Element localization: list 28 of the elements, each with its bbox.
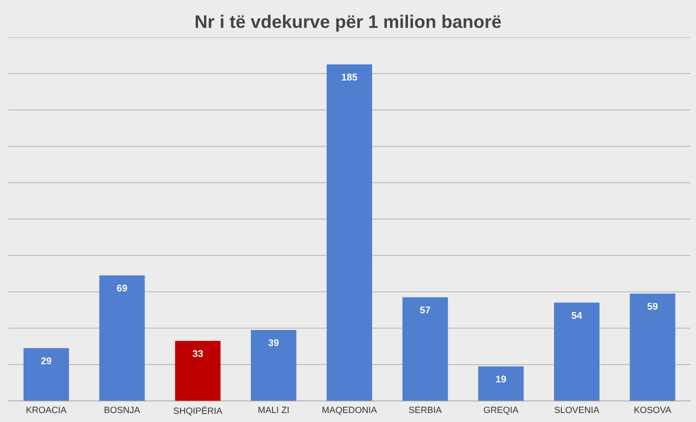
data-label: 69 bbox=[116, 284, 128, 292]
bar bbox=[99, 275, 145, 401]
x-tick-label: BOSNJA bbox=[104, 406, 140, 414]
x-tick-label: MALI ZI bbox=[258, 406, 289, 413]
data-label: 19 bbox=[496, 376, 506, 382]
x-tick-label: SERBIA bbox=[409, 406, 442, 414]
data-label: 57 bbox=[420, 306, 430, 314]
bar bbox=[326, 64, 372, 401]
data-label: 185 bbox=[342, 74, 358, 81]
x-tick-label: KROACIA bbox=[26, 406, 67, 414]
x-tick-label: GREQIA bbox=[484, 406, 519, 415]
data-label: 54 bbox=[572, 312, 582, 319]
bar bbox=[24, 348, 69, 401]
data-label: 29 bbox=[41, 357, 52, 364]
bar bbox=[630, 294, 676, 401]
x-tick-label: KOSOVA bbox=[634, 406, 672, 414]
x-tick-label: SLOVENIA bbox=[554, 406, 600, 414]
data-label: 59 bbox=[647, 302, 658, 310]
bar bbox=[250, 330, 296, 401]
data-label: 33 bbox=[192, 350, 203, 358]
data-label: 39 bbox=[268, 339, 279, 346]
bar bbox=[175, 340, 221, 401]
chart-title: Nr i të vdekurve për 1 milion banorë bbox=[196, 14, 501, 32]
bar bbox=[402, 297, 448, 401]
x-tick-label: MAQEDONIA bbox=[322, 406, 377, 415]
x-tick-label: SHQIPËRIA bbox=[174, 406, 222, 416]
bar bbox=[554, 302, 600, 401]
bar bbox=[478, 366, 524, 401]
